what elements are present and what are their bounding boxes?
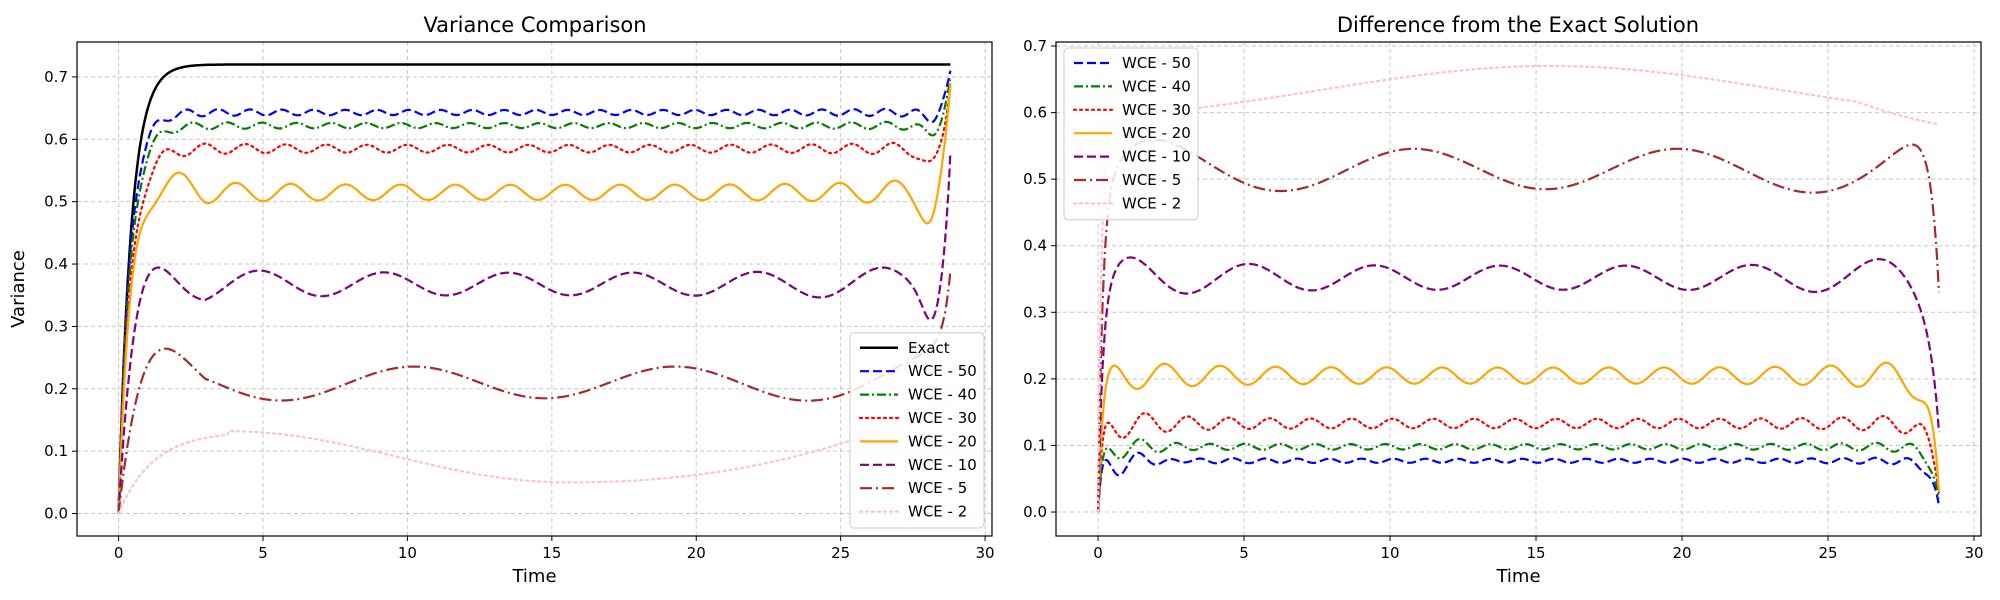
legend-label-wce-30: WCE - 30: [1122, 101, 1191, 119]
x-axis-label-right: Time: [1495, 566, 1540, 587]
legend-left: Exact WCE - 50 WCE - 40 WCE - 30 WCE - 20 WCE…: [849, 332, 985, 529]
legend-label-wce-50: WCE - 50: [1122, 54, 1191, 72]
x-tick-label: 10: [1380, 544, 1399, 562]
x-axis-label-left: Time: [511, 566, 556, 587]
x-tick-label: 5: [258, 544, 268, 562]
legend-label-wce-5: WCE - 5: [908, 479, 967, 497]
x-tick-label: 15: [542, 544, 561, 562]
series-line-wce-10: [1096, 256, 1941, 513]
legend-label-wce-40: WCE - 40: [1122, 77, 1191, 95]
y-tick-label: 0.4: [1023, 237, 1047, 255]
x-tick-label: 15: [1526, 544, 1545, 562]
y-tick-label: 0.1: [44, 442, 68, 460]
series-line-wce-5: [1096, 138, 1941, 513]
legend-label-wce-40: WCE - 40: [908, 386, 977, 404]
series-line-wce-30: [117, 82, 952, 515]
legend-label-wce-30: WCE - 30: [908, 409, 977, 427]
series-line-wce-5: [117, 270, 952, 514]
y-tick-label: 0.7: [1023, 37, 1047, 55]
grid-left: [77, 42, 992, 536]
y-tick-label: 0.5: [44, 193, 68, 211]
y-tick-label: 0.4: [44, 255, 68, 273]
series-line-wce-40: [117, 76, 952, 514]
legend-label-wce-50: WCE - 50: [908, 362, 977, 380]
axes-frame: [76, 41, 993, 537]
series-line-wce-10: [117, 151, 952, 514]
series-lines-right: [1096, 64, 1941, 514]
legend-box: [1063, 47, 1199, 221]
x-tick-label: 30: [1964, 544, 1983, 562]
axes-frame: [1055, 41, 1982, 537]
axes-left: 0 5 10 15 20 25 30 0.0 0.1 0.2 0.3 0.4 0.5 0.6 0.7: [44, 41, 995, 562]
x-tick-label: 0: [114, 544, 124, 562]
variance-comparison-chart: 0 5 10 15 20 25 30 0.0 0.1 0.2 0.3 0.4 0.5 0.6 0.7 Var…: [8, 13, 995, 587]
legend-label-wce-5: WCE - 5: [1122, 171, 1181, 189]
series-line-exact: [117, 63, 951, 514]
x-tick-label: 0: [1093, 544, 1103, 562]
y-tick-label: 0.5: [1023, 170, 1047, 188]
y-tick-label: 0.7: [44, 68, 68, 86]
y-tick-label: 0.3: [1023, 303, 1047, 321]
y-tick-label: 0.0: [44, 505, 68, 523]
legend-label-wce-20: WCE - 20: [908, 432, 977, 450]
x-tick-label: 20: [687, 544, 706, 562]
y-tick-label: 0.0: [1023, 503, 1047, 521]
series-line-wce-50: [117, 70, 952, 514]
x-tick-label: 25: [831, 544, 850, 562]
legend-label-wce-20: WCE - 20: [1122, 124, 1191, 142]
grid-right: [1056, 42, 1981, 536]
series-line-wce-20: [1096, 361, 1941, 513]
x-tick-label: 20: [1672, 544, 1691, 562]
y-axis-label-left: Variance: [8, 250, 29, 328]
series-line-wce-50: [1096, 451, 1941, 513]
legend-label-wce-10: WCE - 10: [908, 456, 977, 474]
chart-title-left: Variance Comparison: [423, 13, 646, 37]
y-tick-label: 0.1: [1023, 436, 1047, 454]
legend-right: WCE - 50 WCE - 40 WCE - 30 WCE - 20 WCE - 10…: [1063, 47, 1199, 221]
axes-right: 0 5 10 15 20 25 30 0.0 0.1 0.2 0.3 0.4 0.5 0.6 0.7: [1023, 37, 1983, 562]
legend-box: [849, 332, 985, 529]
x-tick-label: 30: [976, 544, 995, 562]
x-tick-label: 25: [1818, 544, 1837, 562]
y-tick-label: 0.2: [44, 380, 68, 398]
difference-from-exact-chart: 0 5 10 15 20 25 30 0.0 0.1 0.2 0.3 0.4 0.5 0.6 0.7 Dif…: [1023, 13, 1983, 587]
series-line-wce-30: [1096, 412, 1941, 514]
legend-label-wce-2: WCE - 2: [908, 503, 967, 521]
chart-title-right: Difference from the Exact Solution: [1337, 13, 1699, 37]
series-line-wce-2: [117, 400, 952, 515]
series-line-wce-20: [117, 83, 952, 514]
series-line-wce-40: [1096, 437, 1941, 513]
legend-label-exact: Exact: [908, 339, 950, 357]
y-tick-label: 0.6: [1023, 104, 1047, 122]
series-lines-left: [117, 63, 952, 515]
y-tick-label: 0.6: [44, 130, 68, 148]
x-tick-label: 5: [1239, 544, 1249, 562]
legend-label-wce-2: WCE - 2: [1122, 194, 1181, 212]
y-tick-label: 0.2: [1023, 370, 1047, 388]
legend-label-wce-10: WCE - 10: [1122, 148, 1191, 166]
y-tick-label: 0.3: [44, 317, 68, 335]
x-tick-label: 10: [398, 544, 417, 562]
